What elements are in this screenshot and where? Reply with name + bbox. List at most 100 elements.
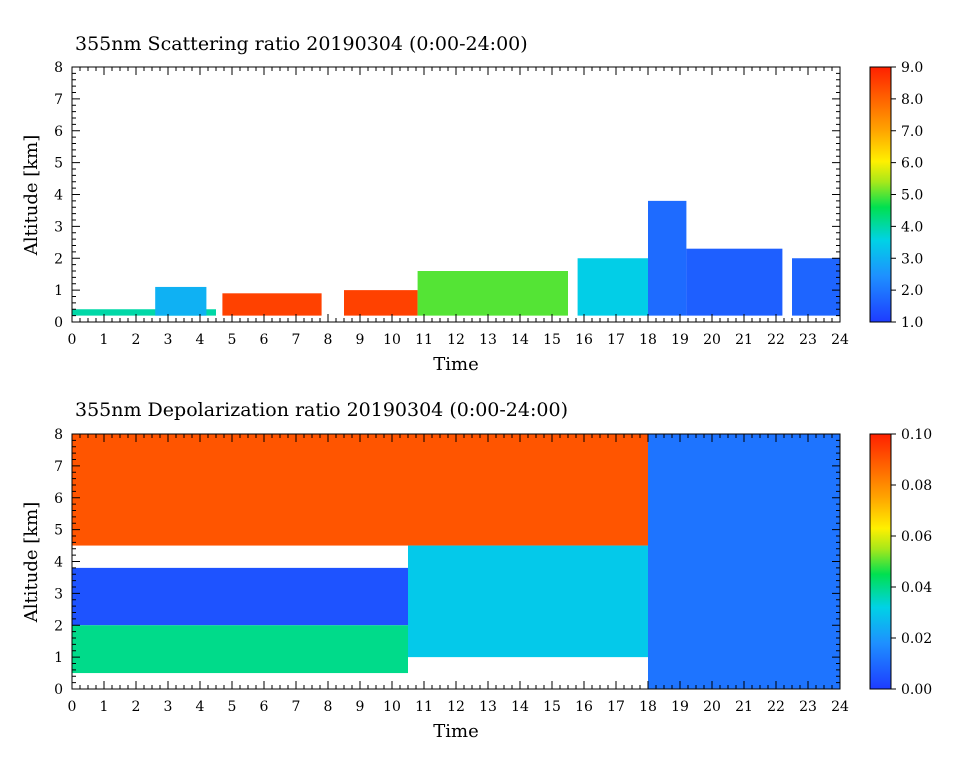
x-tick-label: 3 bbox=[164, 699, 173, 715]
heatmap-cell bbox=[72, 625, 408, 674]
x-tick-label: 8 bbox=[324, 699, 333, 715]
x-tick-label: 22 bbox=[767, 699, 785, 715]
y-tick-label: 7 bbox=[54, 459, 63, 475]
colorbar-tick-label: 0.06 bbox=[901, 529, 932, 545]
colorbar-tick-label: 0.10 bbox=[901, 427, 932, 443]
y-tick-label: 0 bbox=[54, 315, 63, 331]
colorbar-tick-label: 0.08 bbox=[901, 478, 932, 494]
x-tick-label: 15 bbox=[543, 699, 561, 715]
heatmap-cells bbox=[72, 434, 840, 689]
x-tick-label: 20 bbox=[703, 332, 721, 348]
x-tick-label: 17 bbox=[607, 699, 625, 715]
colorbar-tick-label: 9.0 bbox=[901, 60, 923, 76]
x-tick-label: 8 bbox=[324, 332, 333, 348]
x-tick-label: 5 bbox=[228, 332, 237, 348]
colorbar-tick-label: 1.0 bbox=[901, 315, 923, 331]
x-tick-label: 3 bbox=[164, 332, 173, 348]
x-tick-label: 10 bbox=[383, 699, 401, 715]
x-tick-label: 16 bbox=[575, 699, 593, 715]
colorbar-tick-label: 0.04 bbox=[901, 580, 932, 596]
colorbar-tick-label: 3.0 bbox=[901, 251, 923, 267]
x-tick-label: 10 bbox=[383, 332, 401, 348]
heatmap-cell bbox=[417, 271, 568, 316]
x-tick-label: 17 bbox=[607, 332, 625, 348]
x-tick-label: 23 bbox=[799, 332, 817, 348]
x-tick-label: 13 bbox=[479, 699, 497, 715]
x-tick-label: 24 bbox=[831, 332, 849, 348]
y-tick-label: 5 bbox=[54, 523, 63, 539]
colorbar-ticks: 0.00 0.02 0.04 0.06 0.08 0.10 bbox=[891, 427, 932, 698]
x-tick-label: 18 bbox=[639, 699, 657, 715]
x-tick-label: 15 bbox=[543, 332, 561, 348]
x-tick-label: 22 bbox=[767, 332, 785, 348]
y-tick-label: 2 bbox=[54, 618, 63, 634]
x-tick-label: 18 bbox=[639, 332, 657, 348]
scattering-ratio-panel: 355nm Scattering ratio 20190304 (0:00-24… bbox=[21, 33, 923, 375]
x-tick-label: 0 bbox=[68, 699, 77, 715]
x-tick-label: 19 bbox=[671, 332, 689, 348]
colorbar-tick-label: 0.02 bbox=[901, 631, 932, 647]
x-tick-label: 2 bbox=[132, 332, 141, 348]
heatmap-cell bbox=[222, 293, 322, 316]
heatmap-cell bbox=[72, 567, 408, 626]
x-tick-label: 24 bbox=[831, 699, 849, 715]
y-tick-label: 2 bbox=[54, 251, 63, 267]
heatmap-cells bbox=[72, 200, 840, 316]
x-tick-label: 12 bbox=[447, 699, 465, 715]
x-tick-label: 11 bbox=[415, 332, 433, 348]
x-axis-label: Time bbox=[433, 721, 478, 742]
x-tick-label: 7 bbox=[292, 332, 301, 348]
colorbar-tick-label: 6.0 bbox=[901, 156, 923, 172]
x-tick-label: 6 bbox=[260, 332, 269, 348]
x-tick-label: 7 bbox=[292, 699, 301, 715]
heatmap-cell bbox=[648, 434, 840, 689]
colorbar-tick-label: 5.0 bbox=[901, 188, 923, 204]
x-tick-label: 1 bbox=[100, 332, 109, 348]
heatmap-cell bbox=[792, 258, 840, 316]
x-tick-label: 20 bbox=[703, 699, 721, 715]
y-tick-label: 8 bbox=[54, 427, 63, 443]
x-tick-label: 9 bbox=[356, 699, 365, 715]
y-tick-label: 6 bbox=[54, 491, 63, 507]
y-tick-label: 4 bbox=[54, 188, 63, 204]
heatmap-cell bbox=[155, 286, 207, 316]
chart-title: 355nm Depolarization ratio 20190304 (0:0… bbox=[75, 399, 568, 421]
x-tick-label: 1 bbox=[100, 699, 109, 715]
x-tick-label: 21 bbox=[735, 332, 753, 348]
x-tick-label: 9 bbox=[356, 332, 365, 348]
x-tick-label: 14 bbox=[511, 699, 529, 715]
heatmap-cell bbox=[686, 248, 783, 316]
x-tick-label: 0 bbox=[68, 332, 77, 348]
x-tick-label: 14 bbox=[511, 332, 529, 348]
x-tick-label: 13 bbox=[479, 332, 497, 348]
x-tick-label: 5 bbox=[228, 699, 237, 715]
heatmap-cell bbox=[72, 309, 216, 316]
x-tick-label: 16 bbox=[575, 332, 593, 348]
colorbar bbox=[869, 433, 892, 690]
colorbar bbox=[869, 66, 892, 323]
heatmap-cell bbox=[408, 545, 648, 658]
y-tick-label: 1 bbox=[54, 283, 63, 299]
y-tick-label: 6 bbox=[54, 124, 63, 140]
depolarization-ratio-panel: 355nm Depolarization ratio 20190304 (0:0… bbox=[21, 399, 932, 742]
colorbar-tick-label: 2.0 bbox=[901, 283, 923, 299]
heatmap-cell bbox=[72, 434, 648, 546]
colorbar-tick-label: 0.00 bbox=[901, 682, 932, 698]
heatmap-cell bbox=[648, 200, 687, 316]
x-tick-label: 2 bbox=[132, 699, 141, 715]
y-tick-label: 0 bbox=[54, 682, 63, 698]
heatmap-cell bbox=[577, 258, 648, 316]
x-tick-label: 19 bbox=[671, 699, 689, 715]
y-tick-label: 8 bbox=[54, 60, 63, 76]
x-tick-label: 4 bbox=[196, 332, 205, 348]
y-tick-label: 3 bbox=[54, 219, 63, 235]
y-tick-label: 5 bbox=[54, 156, 63, 172]
colorbar-tick-label: 8.0 bbox=[901, 92, 923, 108]
colorbar-tick-label: 7.0 bbox=[901, 124, 923, 140]
x-tick-label: 12 bbox=[447, 332, 465, 348]
y-axis-label: Altitude [km] bbox=[21, 502, 42, 624]
colorbar-ticks: 1.0 2.0 3.0 4.0 5.0 6.0 7.0 8.0 9.0 bbox=[891, 60, 923, 331]
